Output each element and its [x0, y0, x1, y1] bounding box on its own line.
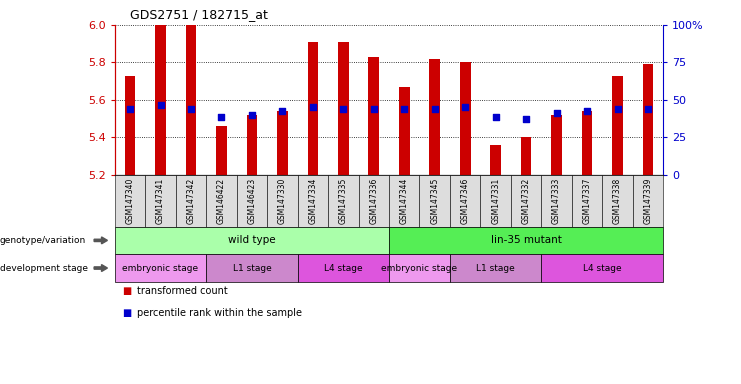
- Bar: [368, 57, 379, 175]
- Bar: [277, 111, 288, 175]
- Point: [490, 114, 502, 120]
- Point: [307, 104, 319, 111]
- Text: GSM147336: GSM147336: [369, 177, 379, 224]
- Bar: [429, 59, 440, 175]
- Text: GSM147339: GSM147339: [643, 177, 653, 224]
- Text: GSM147340: GSM147340: [125, 177, 135, 224]
- Text: GSM147345: GSM147345: [431, 177, 439, 224]
- Bar: [582, 111, 592, 175]
- Text: GSM147341: GSM147341: [156, 177, 165, 224]
- Text: percentile rank within the sample: percentile rank within the sample: [137, 308, 302, 318]
- Bar: [308, 42, 318, 175]
- Point: [216, 114, 227, 120]
- Text: GSM147342: GSM147342: [187, 177, 196, 224]
- Text: development stage: development stage: [0, 263, 88, 273]
- Bar: [612, 76, 623, 175]
- Bar: [247, 115, 257, 175]
- Text: GSM147346: GSM147346: [461, 177, 470, 224]
- Text: L1 stage: L1 stage: [476, 263, 515, 273]
- Text: ■: ■: [122, 286, 131, 296]
- Bar: [216, 126, 227, 175]
- Text: GSM147344: GSM147344: [399, 177, 409, 224]
- Text: L4 stage: L4 stage: [324, 263, 362, 273]
- Point: [581, 108, 593, 114]
- Bar: [399, 87, 410, 175]
- Text: L1 stage: L1 stage: [233, 263, 271, 273]
- Point: [429, 106, 441, 112]
- Text: GSM147337: GSM147337: [582, 177, 591, 224]
- Bar: [642, 64, 654, 175]
- Text: GSM147335: GSM147335: [339, 177, 348, 224]
- Bar: [491, 145, 501, 175]
- Bar: [338, 42, 349, 175]
- Point: [246, 112, 258, 118]
- Text: embryonic stage: embryonic stage: [382, 263, 457, 273]
- Text: GSM147332: GSM147332: [522, 177, 531, 224]
- Text: GSM146423: GSM146423: [247, 177, 256, 224]
- Bar: [124, 76, 136, 175]
- Point: [459, 104, 471, 111]
- Text: GSM146422: GSM146422: [217, 177, 226, 224]
- Text: genotype/variation: genotype/variation: [0, 236, 86, 245]
- Point: [368, 106, 379, 112]
- Text: wild type: wild type: [228, 235, 276, 245]
- Text: GSM147331: GSM147331: [491, 177, 500, 224]
- Bar: [155, 25, 166, 175]
- Text: GSM147334: GSM147334: [308, 177, 317, 224]
- Text: GSM147330: GSM147330: [278, 177, 287, 224]
- Text: GSM147333: GSM147333: [552, 177, 561, 224]
- Point: [642, 106, 654, 112]
- Text: lin-35 mutant: lin-35 mutant: [491, 235, 562, 245]
- Point: [611, 106, 623, 112]
- Bar: [551, 115, 562, 175]
- Point: [399, 106, 411, 112]
- Bar: [521, 137, 531, 175]
- Text: L4 stage: L4 stage: [583, 263, 622, 273]
- Point: [124, 106, 136, 112]
- Point: [520, 116, 532, 122]
- Point: [337, 106, 349, 112]
- Bar: [186, 25, 196, 175]
- Point: [551, 110, 562, 116]
- Text: GDS2751 / 182715_at: GDS2751 / 182715_at: [130, 8, 268, 21]
- Text: transformed count: transformed count: [137, 286, 227, 296]
- Point: [185, 106, 197, 112]
- Text: GSM147338: GSM147338: [613, 177, 622, 224]
- Bar: [460, 62, 471, 175]
- Point: [276, 108, 288, 114]
- Text: ■: ■: [122, 308, 131, 318]
- Text: embryonic stage: embryonic stage: [122, 263, 199, 273]
- Point: [155, 103, 167, 109]
